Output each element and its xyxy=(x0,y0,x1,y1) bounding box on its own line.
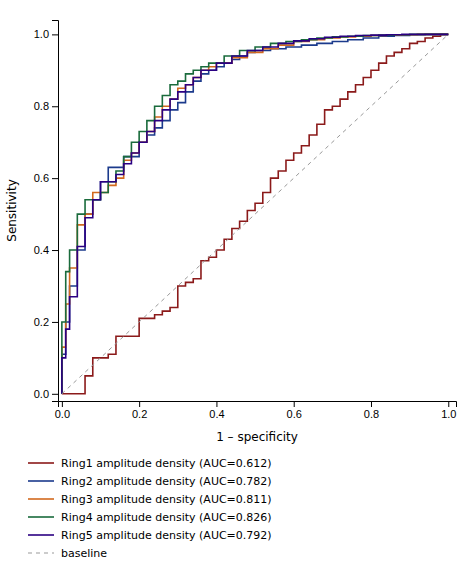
tick-label: 0.8 xyxy=(34,100,49,112)
tick-mark xyxy=(62,401,63,407)
legend-item: Ring5 amplitude density (AUC=0.792) xyxy=(28,529,272,542)
tick-mark xyxy=(52,34,58,35)
legend-swatch xyxy=(28,462,54,464)
tick-mark xyxy=(371,401,372,407)
series-line xyxy=(62,34,448,393)
tick-mark xyxy=(294,401,295,407)
legend-label: Ring4 amplitude density (AUC=0.826) xyxy=(61,511,272,524)
legend-item: Ring2 amplitude density (AUC=0.782) xyxy=(28,475,272,488)
tick-mark xyxy=(52,178,58,179)
tick: 0.4 xyxy=(209,401,224,420)
legend-label: Ring5 amplitude density (AUC=0.792) xyxy=(61,529,272,542)
tick: 0.8 xyxy=(364,401,379,420)
legend-item: Ring4 amplitude density (AUC=0.826) xyxy=(28,511,272,524)
tick-mark xyxy=(216,401,217,407)
legend-swatch xyxy=(28,480,54,482)
legend-swatch xyxy=(28,498,54,500)
x-axis: 0.0 0.2 0.4 0.6 0.8 1.0 xyxy=(55,401,457,420)
tick: 0.4 xyxy=(34,244,58,256)
tick-label: 0.4 xyxy=(34,244,49,256)
tick-label: 0.0 xyxy=(34,388,49,400)
legend-swatch xyxy=(28,516,54,518)
tick: 1.0 xyxy=(34,28,58,40)
series-group xyxy=(62,34,448,393)
tick-mark xyxy=(52,322,58,323)
legend-item: Ring3 amplitude density (AUC=0.811) xyxy=(28,493,272,506)
tick: 1.0 xyxy=(441,401,456,420)
tick-label: 1.0 xyxy=(441,408,456,420)
tick-mark xyxy=(52,106,58,107)
tick-mark xyxy=(52,250,58,251)
legend-label: Ring2 amplitude density (AUC=0.782) xyxy=(61,475,272,488)
legend-label: baseline xyxy=(61,547,107,560)
series-line xyxy=(62,34,448,393)
legend-swatch xyxy=(28,534,54,536)
tick: 0.8 xyxy=(34,100,58,112)
tick-label: 0.2 xyxy=(132,408,147,420)
tick: 0.0 xyxy=(34,388,58,400)
y-axis-line xyxy=(52,21,59,402)
legend-item: baseline xyxy=(28,547,107,560)
tick-mark xyxy=(139,401,140,407)
tick-label: 0.0 xyxy=(55,408,70,420)
y-axis: 0.0 0.2 0.4 0.6 0.8 1.0 xyxy=(34,21,59,402)
tick-label: 0.2 xyxy=(34,316,49,328)
series-line xyxy=(62,34,448,393)
legend-item: Ring1 amplitude density (AUC=0.612) xyxy=(28,457,272,470)
tick: 0.6 xyxy=(34,172,58,184)
tick-mark xyxy=(52,394,58,395)
legend-label: Ring1 amplitude density (AUC=0.612) xyxy=(61,457,272,470)
tick-label: 1.0 xyxy=(34,28,49,40)
x-axis-line xyxy=(59,402,457,408)
legend-label: Ring3 amplitude density (AUC=0.811) xyxy=(61,493,272,506)
tick-label: 0.6 xyxy=(287,408,302,420)
tick-mark xyxy=(448,401,449,407)
chart: 0.0 0.2 0.4 0.6 0.8 1.0 0.0 0.2 0.4 0.6 0.8 1.0 1 – … xyxy=(0,0,476,579)
legend-swatch xyxy=(28,553,54,554)
tick-label: 0.8 xyxy=(364,408,379,420)
series-line xyxy=(62,34,448,393)
legend: Ring1 amplitude density (AUC=0.612) Ring2… xyxy=(28,457,272,560)
plot: 0.0 0.2 0.4 0.6 0.8 1.0 0.0 0.2 0.4 0.6 0.8 1.0 xyxy=(34,21,457,420)
tick-label: 0.6 xyxy=(34,172,49,184)
tick: 0.0 xyxy=(55,401,70,420)
series-line xyxy=(62,34,448,393)
tick: 0.6 xyxy=(287,401,302,420)
tick: 0.2 xyxy=(34,316,58,328)
tick: 0.2 xyxy=(132,401,147,420)
x-axis-title: 1 – specificity xyxy=(216,430,298,444)
tick-label: 0.4 xyxy=(209,408,224,420)
y-axis-title: Sensitivity xyxy=(5,179,19,241)
series-line xyxy=(62,34,448,393)
